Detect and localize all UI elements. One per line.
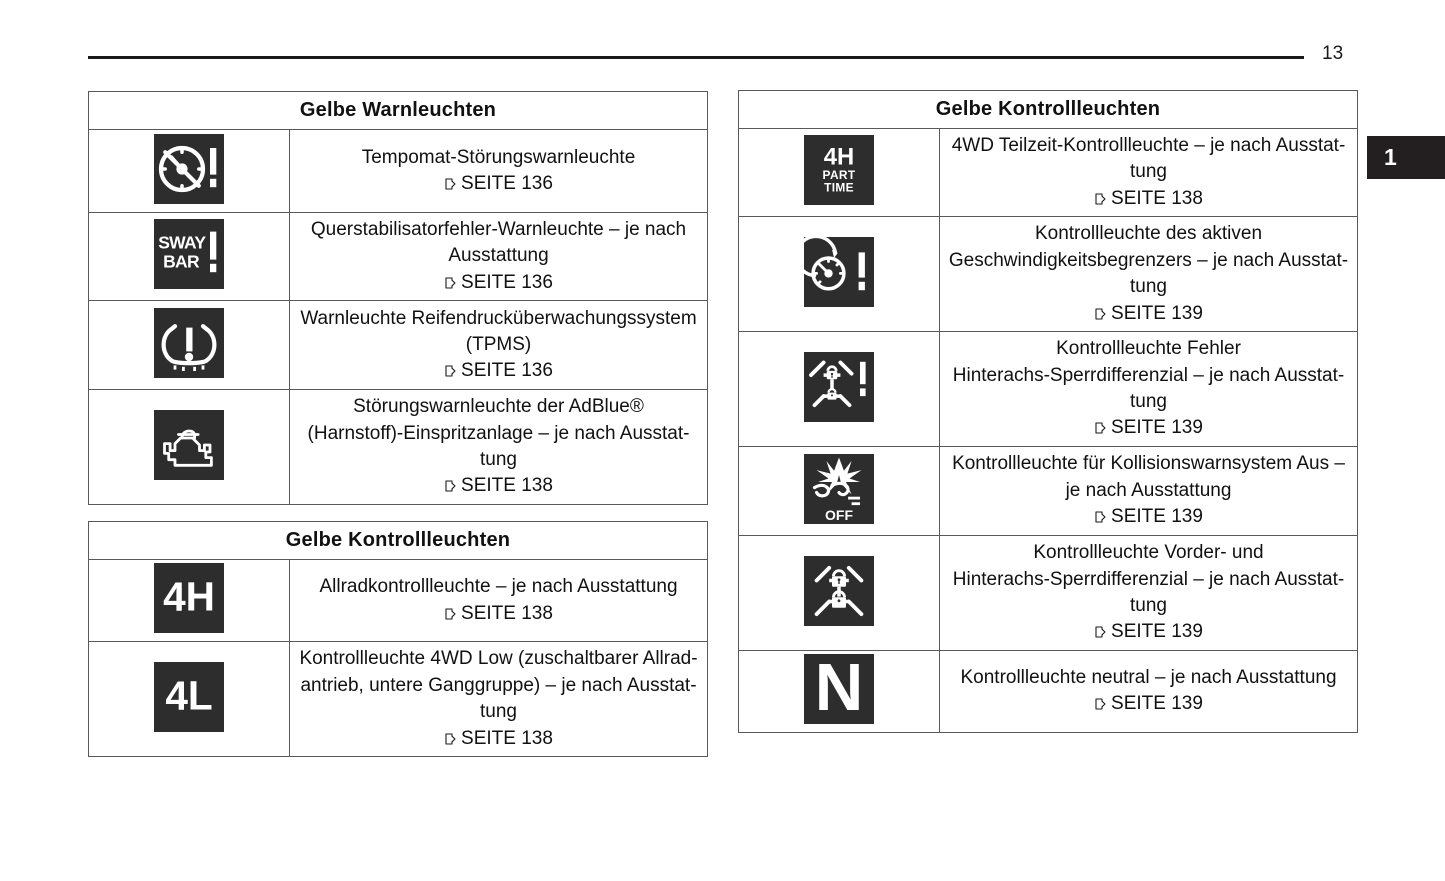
svg-text:4H: 4H	[824, 144, 854, 171]
svg-text:PART: PART	[823, 168, 856, 182]
svg-text:SWAY: SWAY	[158, 233, 206, 253]
svg-text:BAR: BAR	[163, 251, 200, 271]
svg-text:4H: 4H	[163, 574, 215, 620]
svg-text:TIME: TIME	[824, 181, 854, 195]
svg-text:N: N	[815, 654, 864, 724]
svg-text:OFF: OFF	[825, 506, 853, 522]
svg-text:4L: 4L	[165, 672, 212, 718]
